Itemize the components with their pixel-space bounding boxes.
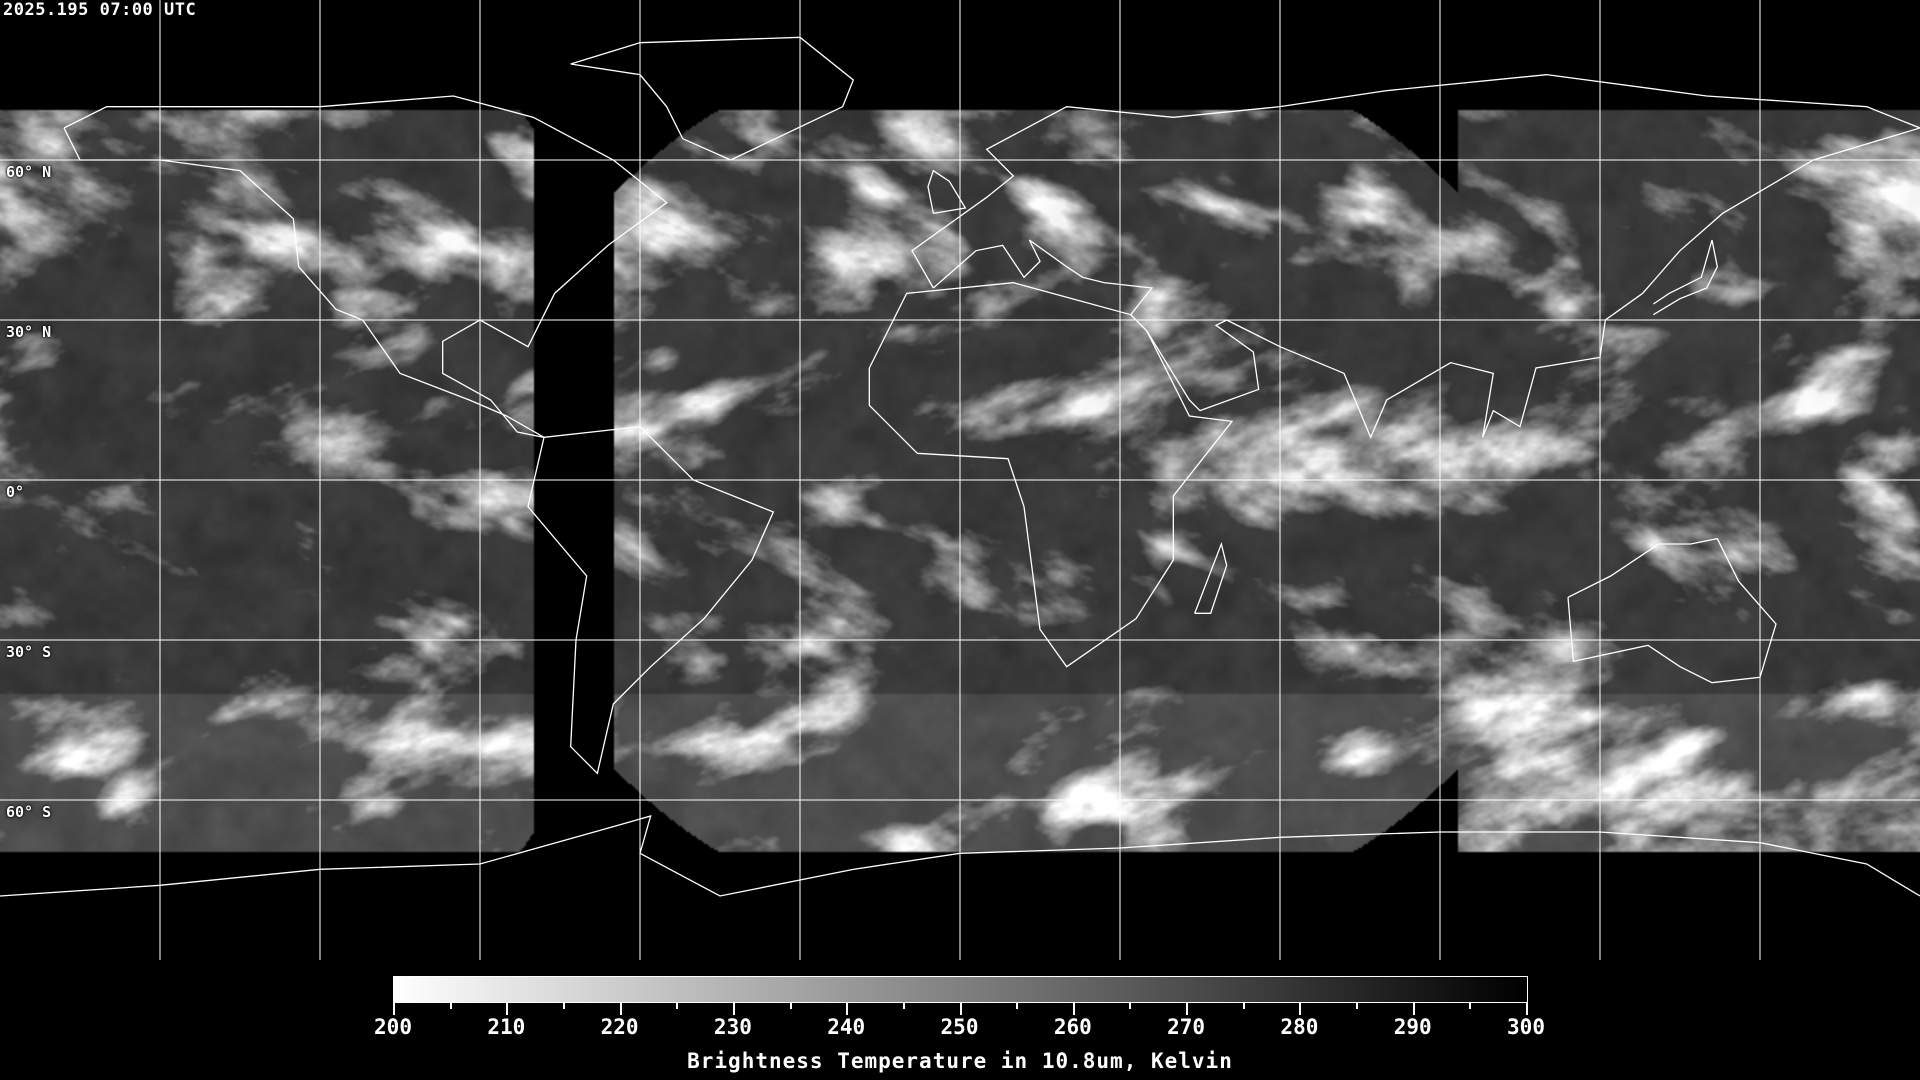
major-tick bbox=[846, 1003, 849, 1015]
coastline-australia bbox=[1567, 537, 1777, 684]
major-tick bbox=[1072, 1003, 1075, 1015]
minor-tick bbox=[1356, 1003, 1359, 1009]
colorbar-tick-label: 300 bbox=[1507, 1015, 1545, 1039]
major-tick bbox=[1186, 1003, 1189, 1015]
colorbar-tick-label: 270 bbox=[1167, 1015, 1206, 1039]
colorbar-tick-label: 250 bbox=[940, 1015, 979, 1039]
lat-label-60n: 60° N bbox=[6, 163, 52, 181]
map-overlay bbox=[0, 0, 1920, 960]
colorbar-tick-label: 290 bbox=[1393, 1015, 1432, 1039]
major-tick bbox=[1526, 1003, 1528, 1015]
major-tick bbox=[506, 1003, 509, 1015]
colorbar-ticks bbox=[393, 1003, 1528, 1015]
minor-tick bbox=[449, 1003, 452, 1009]
minor-tick bbox=[676, 1003, 679, 1009]
timestamp: 2025.195 07:00 UTC bbox=[3, 0, 197, 20]
colorbar-tick-label: 260 bbox=[1053, 1015, 1092, 1039]
colorbar-tick-label: 220 bbox=[600, 1015, 639, 1039]
coastline-antarctica bbox=[0, 815, 1920, 897]
colorbar-title: Brightness Temperature in 10.8um, Kelvin bbox=[687, 1049, 1233, 1073]
lat-label-60s: 60° S bbox=[6, 803, 52, 821]
colorbar-tick-label: 230 bbox=[713, 1015, 752, 1039]
major-tick bbox=[732, 1003, 735, 1015]
major-tick bbox=[619, 1003, 622, 1015]
minor-tick bbox=[902, 1003, 905, 1009]
coastline-eurasia bbox=[911, 74, 1920, 440]
major-tick bbox=[1412, 1003, 1415, 1015]
colorbar-tick-label: 200 bbox=[374, 1015, 412, 1039]
minor-tick bbox=[1129, 1003, 1132, 1009]
minor-tick bbox=[1016, 1003, 1019, 1009]
minor-tick bbox=[1242, 1003, 1245, 1009]
coastline-africa bbox=[868, 282, 1234, 668]
colorbar-tick-label: 240 bbox=[827, 1015, 866, 1039]
minor-tick bbox=[789, 1003, 792, 1009]
coastline-south-america bbox=[527, 425, 775, 775]
colorbar-tick-label: 210 bbox=[487, 1015, 526, 1039]
coastline-madagascar bbox=[1194, 541, 1228, 614]
major-tick bbox=[959, 1003, 962, 1015]
coastline-north-america bbox=[63, 95, 668, 438]
colorbar-tick-label: 280 bbox=[1280, 1015, 1319, 1039]
lat-lon-grid bbox=[0, 0, 1920, 960]
coastline-greenland bbox=[570, 36, 855, 161]
minor-tick bbox=[1469, 1003, 1472, 1009]
major-tick bbox=[1299, 1003, 1302, 1015]
coastline-japan bbox=[1652, 239, 1719, 316]
minor-tick bbox=[562, 1003, 565, 1009]
satellite-map: 2025.195 07:00 UTC 60° N 30° N 0° 30° S … bbox=[0, 0, 1920, 960]
lat-label-30s: 30° S bbox=[6, 643, 52, 661]
colorbar bbox=[393, 976, 1528, 1003]
major-tick bbox=[393, 1003, 395, 1015]
lat-label-30n: 30° N bbox=[6, 323, 52, 341]
lat-label-equator: 0° bbox=[6, 483, 25, 501]
